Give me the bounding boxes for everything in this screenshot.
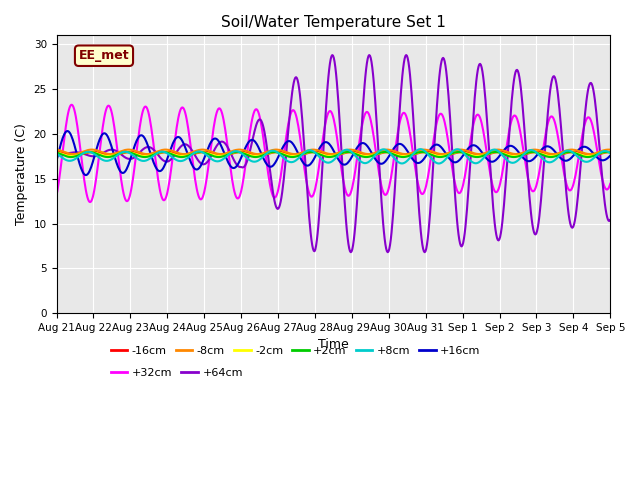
X-axis label: Time: Time bbox=[318, 338, 349, 351]
+64cm bbox=[52, 151, 60, 156]
+32cm bbox=[207, 147, 214, 153]
Line: +64cm: +64cm bbox=[56, 55, 611, 252]
-16cm bbox=[177, 152, 184, 157]
+16cm bbox=[403, 146, 410, 152]
-2cm bbox=[419, 149, 426, 155]
Line: +8cm: +8cm bbox=[56, 149, 611, 164]
+16cm bbox=[419, 158, 426, 164]
-16cm bbox=[120, 150, 128, 156]
-16cm bbox=[607, 149, 614, 155]
-16cm bbox=[71, 152, 79, 158]
-2cm bbox=[403, 153, 410, 159]
-2cm bbox=[207, 151, 214, 157]
-2cm bbox=[120, 150, 127, 156]
+32cm bbox=[63, 119, 70, 125]
+2cm bbox=[419, 149, 426, 155]
-8cm bbox=[52, 147, 60, 153]
+8cm bbox=[607, 150, 614, 156]
-8cm bbox=[120, 147, 127, 153]
-8cm bbox=[401, 151, 408, 157]
+8cm bbox=[418, 146, 426, 152]
+16cm bbox=[82, 172, 90, 178]
-16cm bbox=[63, 151, 70, 157]
+32cm bbox=[68, 102, 76, 108]
+16cm bbox=[121, 168, 129, 174]
+8cm bbox=[176, 158, 184, 164]
+2cm bbox=[120, 149, 127, 155]
+8cm bbox=[52, 151, 60, 156]
+2cm bbox=[399, 154, 407, 160]
+32cm bbox=[177, 105, 185, 111]
+64cm bbox=[205, 157, 213, 163]
+16cm bbox=[52, 157, 60, 163]
+32cm bbox=[86, 199, 94, 205]
+64cm bbox=[607, 217, 614, 223]
+32cm bbox=[607, 181, 614, 187]
+8cm bbox=[435, 161, 442, 167]
-16cm bbox=[52, 149, 60, 155]
+8cm bbox=[416, 146, 424, 152]
+16cm bbox=[207, 140, 214, 146]
Line: +16cm: +16cm bbox=[56, 131, 611, 175]
+2cm bbox=[418, 149, 426, 155]
Line: +32cm: +32cm bbox=[56, 105, 611, 202]
+2cm bbox=[63, 154, 70, 159]
Line: +2cm: +2cm bbox=[56, 152, 611, 157]
-8cm bbox=[438, 151, 446, 157]
-2cm bbox=[63, 152, 70, 158]
+64cm bbox=[120, 154, 127, 159]
Y-axis label: Temperature (C): Temperature (C) bbox=[15, 123, 28, 225]
+2cm bbox=[52, 150, 60, 156]
+32cm bbox=[403, 113, 410, 119]
-16cm bbox=[418, 150, 426, 156]
-8cm bbox=[417, 147, 424, 153]
+16cm bbox=[607, 153, 614, 158]
+64cm bbox=[421, 249, 429, 255]
-2cm bbox=[161, 149, 168, 155]
-2cm bbox=[177, 153, 185, 159]
-8cm bbox=[63, 150, 70, 156]
Line: -16cm: -16cm bbox=[56, 152, 611, 155]
+8cm bbox=[401, 160, 408, 166]
+64cm bbox=[418, 236, 426, 241]
-16cm bbox=[206, 150, 214, 156]
Legend: +32cm, +64cm: +32cm, +64cm bbox=[106, 364, 248, 383]
Line: -8cm: -8cm bbox=[56, 150, 611, 154]
Text: EE_met: EE_met bbox=[79, 49, 129, 62]
+8cm bbox=[205, 154, 213, 160]
+2cm bbox=[401, 154, 409, 160]
+16cm bbox=[63, 128, 71, 134]
+64cm bbox=[176, 145, 184, 151]
+64cm bbox=[401, 56, 408, 61]
-16cm bbox=[401, 152, 409, 158]
-2cm bbox=[607, 149, 614, 155]
+32cm bbox=[419, 191, 426, 197]
+32cm bbox=[52, 192, 60, 198]
+8cm bbox=[120, 149, 127, 155]
-8cm bbox=[457, 147, 465, 153]
+64cm bbox=[63, 151, 70, 156]
-2cm bbox=[52, 149, 60, 155]
+2cm bbox=[176, 154, 184, 160]
-8cm bbox=[176, 151, 184, 156]
Title: Soil/Water Temperature Set 1: Soil/Water Temperature Set 1 bbox=[221, 15, 446, 30]
+16cm bbox=[63, 129, 70, 134]
Line: -2cm: -2cm bbox=[56, 152, 611, 156]
+8cm bbox=[63, 157, 70, 163]
+32cm bbox=[121, 196, 129, 202]
-8cm bbox=[205, 148, 213, 154]
+64cm bbox=[403, 52, 410, 58]
+2cm bbox=[205, 152, 213, 157]
-8cm bbox=[607, 147, 614, 153]
+16cm bbox=[177, 136, 185, 142]
-2cm bbox=[142, 153, 150, 159]
+2cm bbox=[607, 150, 614, 156]
